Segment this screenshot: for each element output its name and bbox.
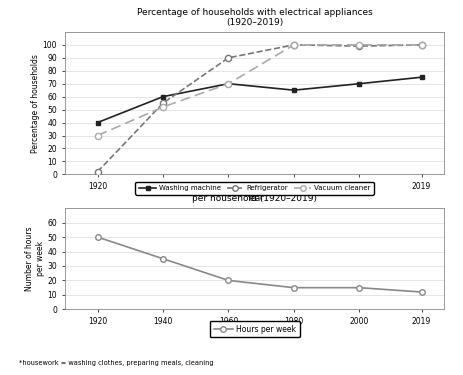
Legend: Washing machine, Refrigerator, Vacuum cleaner: Washing machine, Refrigerator, Vacuum cl… [135, 182, 374, 195]
Text: *housework = washing clothes, preparing meals, cleaning: *housework = washing clothes, preparing … [19, 360, 213, 366]
Y-axis label: Number of hours
per week: Number of hours per week [25, 226, 44, 291]
X-axis label: Year: Year [246, 194, 263, 203]
Title: Percentage of households with electrical appliances
(1920–2019): Percentage of households with electrical… [137, 8, 373, 27]
X-axis label: Year: Year [246, 329, 263, 338]
Legend: Hours per week: Hours per week [210, 321, 300, 338]
Y-axis label: Percentage of households: Percentage of households [31, 54, 40, 153]
Title: Number of hours of housework* per week,
per household (1920–2019): Number of hours of housework* per week, … [159, 184, 350, 203]
